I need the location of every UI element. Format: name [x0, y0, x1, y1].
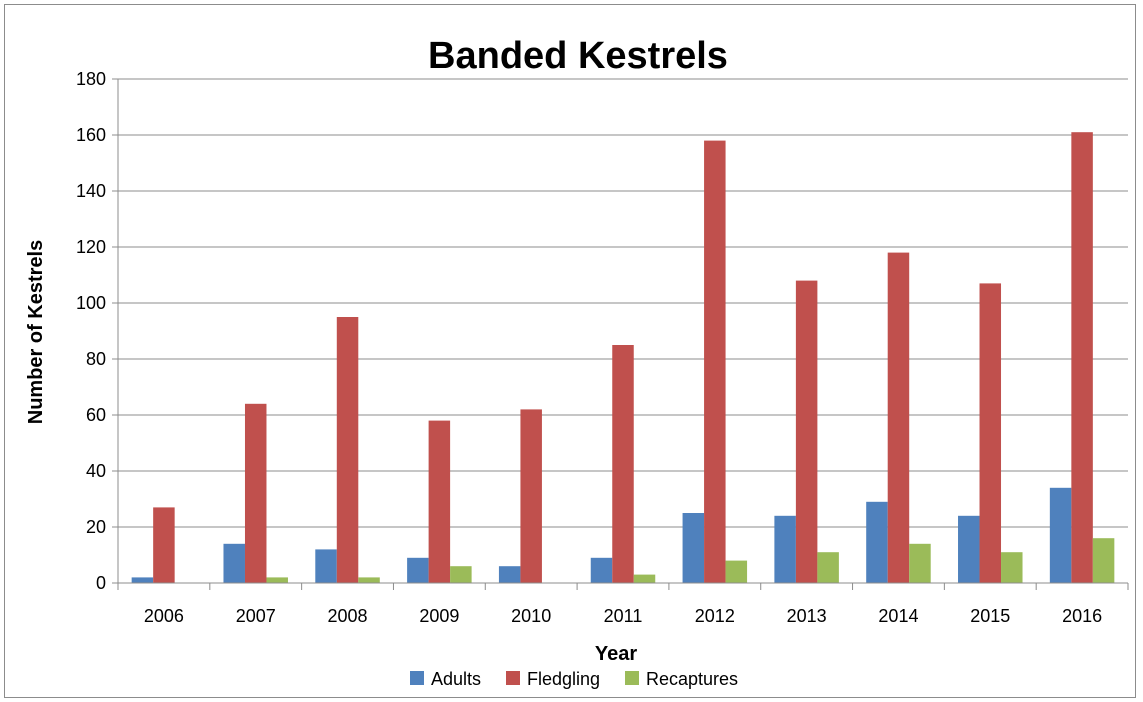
x-tick-label: 2012	[695, 606, 735, 626]
bar-adults-2006	[131, 577, 154, 583]
bar-adults-2015	[958, 515, 980, 583]
x-tick-label: 2008	[328, 606, 368, 626]
y-tick-labels: 0 20 40 60 80 100 120 140 160 180	[76, 69, 106, 593]
legend: Adults Fledgling Recaptures	[410, 669, 738, 689]
bar-fledgling-2006	[153, 507, 175, 583]
bar-recaptures-2011	[633, 574, 656, 583]
x-tick-label: 2014	[878, 606, 918, 626]
y-tick-label: 40	[86, 461, 106, 481]
bar-recaptures-2014	[909, 543, 931, 583]
x-tick-label: 2015	[970, 606, 1010, 626]
bar-fledgling-2014	[887, 252, 910, 583]
x-tick-label: 2016	[1062, 606, 1102, 626]
bar-recaptures-2013	[817, 552, 839, 583]
legend-swatch-adults	[410, 671, 424, 685]
bar-recaptures-2008	[358, 577, 380, 583]
y-tick-label: 120	[76, 237, 106, 257]
axes	[117, 79, 1129, 590]
bar-fledgling-2009	[428, 420, 451, 583]
bar-recaptures-2007	[266, 577, 288, 583]
x-tick-label: 2010	[511, 606, 551, 626]
bar-adults-2016	[1049, 487, 1072, 583]
bar-adults-2010	[498, 566, 521, 583]
y-tick-label: 140	[76, 181, 106, 201]
y-tick-label: 20	[86, 517, 106, 537]
x-tick-label: 2007	[236, 606, 276, 626]
y-tick-label: 100	[76, 293, 106, 313]
bar-fledgling-2015	[979, 283, 1002, 583]
y-tick-label: 160	[76, 125, 106, 145]
legend-label-recaptures: Recaptures	[646, 669, 738, 689]
chart-title: Banded Kestrels	[428, 35, 728, 77]
bars	[131, 132, 1115, 583]
y-tick-label: 80	[86, 349, 106, 369]
y-tick-label: 60	[86, 405, 106, 425]
bar-fledgling-2008	[336, 317, 359, 583]
legend-swatch-recaptures	[625, 671, 639, 685]
bar-fledgling-2013	[795, 280, 818, 583]
bar-adults-2014	[866, 501, 888, 583]
x-tick-labels: 2006 2007 2008 2009 2010 2011 2012 2013 2014 2015…	[144, 606, 1102, 626]
bar-fledgling-2010	[520, 409, 542, 583]
bar-adults-2013	[774, 515, 796, 583]
bar-adults-2007	[223, 543, 245, 583]
y-tick-label: 180	[76, 69, 106, 89]
bar-fledgling-2012	[704, 140, 726, 583]
y-tick-label: 0	[96, 573, 106, 593]
legend-swatch-fledgling	[506, 671, 520, 685]
bar-recaptures-2015	[1001, 552, 1023, 583]
x-tick-label: 2011	[604, 606, 643, 626]
bar-recaptures-2016	[1092, 538, 1115, 583]
bar-adults-2009	[407, 557, 429, 583]
bar-recaptures-2009	[450, 566, 472, 583]
x-tick-label: 2006	[144, 606, 184, 626]
x-axis-label: Year	[595, 643, 637, 665]
bar-fledgling-2016	[1071, 132, 1093, 583]
bar-fledgling-2007	[244, 403, 267, 583]
bar-recaptures-2012	[725, 560, 748, 583]
y-axis-label: Number of Kestrels	[25, 240, 47, 425]
chart-frame	[4, 4, 1136, 698]
x-tick-label: 2009	[419, 606, 459, 626]
x-tick-label: 2013	[787, 606, 827, 626]
legend-label-fledgling: Fledgling	[527, 669, 600, 689]
bar-adults-2012	[682, 513, 705, 583]
bar-fledgling-2011	[612, 345, 634, 583]
bar-adults-2008	[315, 549, 337, 583]
legend-label-adults: Adults	[431, 669, 481, 689]
bar-adults-2011	[590, 557, 613, 583]
gridlines	[112, 78, 1128, 584]
